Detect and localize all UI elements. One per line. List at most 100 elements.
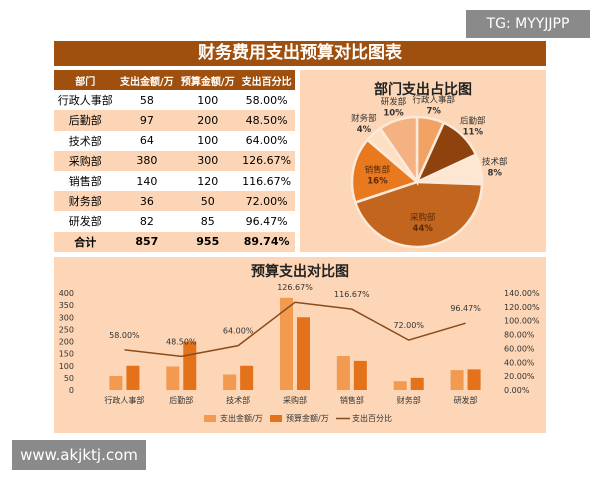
pie-percent: 16% <box>367 176 388 186</box>
table-cell: 48.50% <box>238 110 295 131</box>
bar-budget <box>467 369 481 390</box>
bar-spent <box>336 356 350 390</box>
column-header: 支出金额/万 <box>116 70 178 91</box>
bar-spent <box>393 381 407 390</box>
bar-spent <box>166 366 180 390</box>
column-header: 部门 <box>54 70 117 91</box>
y-tick-label: 100 <box>59 362 74 371</box>
table-cell: 97 <box>116 110 178 131</box>
legend-swatch <box>204 415 216 422</box>
table-row: 财务部 36 50 72.00% <box>54 191 295 212</box>
bar-line-chart: 预算支出对比图 0 50 100 150 200 250 300 350 400 0.00% 20.0… <box>59 263 540 423</box>
pie-label: 技术部 <box>482 156 508 167</box>
table-cell: 100 <box>197 93 219 107</box>
legend-label: 支出金额/万 <box>220 413 263 423</box>
column-header: 支出百分比 <box>238 70 295 91</box>
legend-swatch <box>270 415 282 422</box>
table-row: 采购部 380 300 126.67% <box>54 150 295 171</box>
y-tick-label: 0 <box>69 386 74 395</box>
table-cell: 72.00% <box>238 191 295 212</box>
bar-budget <box>240 365 254 390</box>
bar-spent <box>223 374 237 390</box>
table-cell: 财务部 <box>54 191 117 212</box>
bar-budget <box>126 365 140 390</box>
line-data-label: 126.67% <box>277 283 313 292</box>
table-cell: 合计 <box>54 231 117 252</box>
y-tick-label: 200 <box>59 338 74 347</box>
pie-label: 销售部 <box>365 164 391 175</box>
line-data-label: 116.67% <box>334 290 370 299</box>
table-cell: 58 <box>139 93 154 107</box>
table-cell: 96.47% <box>245 214 288 228</box>
table-cell: 89.74% <box>238 231 295 252</box>
column-header: 预算金额/万 <box>177 70 239 91</box>
pie-label: 财务部 <box>351 113 377 124</box>
total-row: 合计 857 955 89.74% <box>54 231 295 252</box>
y-tick-label: 50 <box>64 374 74 383</box>
pie-chart-panel: 部门支出占比图 行政人事部 7% 后勤部 11% 技术部 8% 采购部 44% 销售部 16% 财务部… <box>300 70 546 252</box>
y-tick-label: 300 <box>59 313 74 322</box>
pie-percent: 4% <box>357 125 372 135</box>
legend-label: 预算金额/万 <box>286 413 329 423</box>
table-cell: 857 <box>116 231 178 252</box>
table-row: 研发部 82 85 96.47% <box>54 211 295 231</box>
x-tick-label: 技术部 <box>226 395 250 405</box>
table-cell: 64.00% <box>245 134 288 148</box>
pie-percent: 11% <box>463 128 484 138</box>
y-tick-label: 400 <box>59 289 74 298</box>
y2-tick-label: 0.00% <box>504 386 530 395</box>
table-cell: 140 <box>136 174 158 188</box>
y-tick-label: 350 <box>59 301 74 310</box>
pie-slice <box>353 180 484 249</box>
pie-label: 研发部 <box>381 96 407 107</box>
expense-table: 部门 支出金额/万 预算金额/万 支出百分比 行政人事部 58 100 58.00% 后勤部 9… <box>54 70 295 252</box>
bar-chart-panel: 预算支出对比图 0 50 100 150 200 250 300 350 400 0.00% 20.0… <box>54 257 546 433</box>
table-cell: 85 <box>200 214 215 228</box>
table-cell: 64 <box>139 134 154 148</box>
table-cell: 82 <box>139 214 154 228</box>
bar-chart-title: 预算支出对比图 <box>251 263 349 280</box>
x-tick-label: 财务部 <box>397 395 421 405</box>
table-cell: 后勤部 <box>54 110 117 131</box>
pie-percent: 7% <box>427 106 442 116</box>
pie-slice <box>378 115 419 187</box>
table-cell: 300 <box>177 150 239 171</box>
table-header: 部门 支出金额/万 预算金额/万 支出百分比 <box>54 70 295 91</box>
table-cell: 100 <box>197 134 219 148</box>
y2-tick-label: 40.00% <box>504 358 535 367</box>
table-cell: 955 <box>177 231 239 252</box>
table-row: 技术部 64 100 64.00% <box>54 131 295 151</box>
table-cell: 50 <box>177 191 239 212</box>
pie-percent: 8% <box>488 168 503 178</box>
pie-label: 采购部 <box>410 212 436 223</box>
x-tick-label: 行政人事部 <box>104 395 144 405</box>
pie-percent: 10% <box>383 108 404 118</box>
bar-budget <box>297 317 310 390</box>
x-tick-label: 研发部 <box>454 395 478 405</box>
y2-tick-label: 20.00% <box>504 372 535 381</box>
x-tick-label: 采购部 <box>283 395 307 405</box>
bar-spent <box>450 370 464 390</box>
bar-budget <box>183 341 197 390</box>
y-tick-label: 250 <box>59 325 74 334</box>
table-cell: 58.00% <box>245 93 288 107</box>
y-tick-label: 150 <box>59 350 74 359</box>
bar-spent <box>280 297 293 390</box>
watermark-top: TG: MYYJJPP <box>466 10 590 38</box>
page-title: 财务费用支出预算对比图表 <box>54 41 546 66</box>
y2-tick-label: 100.00% <box>504 317 540 326</box>
table-cell: 采购部 <box>54 150 117 171</box>
y2-tick-label: 60.00% <box>504 344 535 353</box>
watermark-bottom: www.akjktj.com <box>12 440 146 470</box>
table-row: 销售部 140 120 116.67% <box>54 171 295 191</box>
x-tick-label: 销售部 <box>340 395 364 405</box>
pie-slice <box>350 138 420 205</box>
table-row: 行政人事部 58 100 58.00% <box>54 90 295 110</box>
table-cell: 销售部 <box>68 175 102 189</box>
pie-percent: 44% <box>413 224 434 234</box>
table-row: 后勤部 97 200 48.50% <box>54 110 295 131</box>
bar-spent <box>109 375 123 390</box>
y2-tick-label: 120.00% <box>504 303 540 312</box>
bar-budget <box>410 377 424 390</box>
